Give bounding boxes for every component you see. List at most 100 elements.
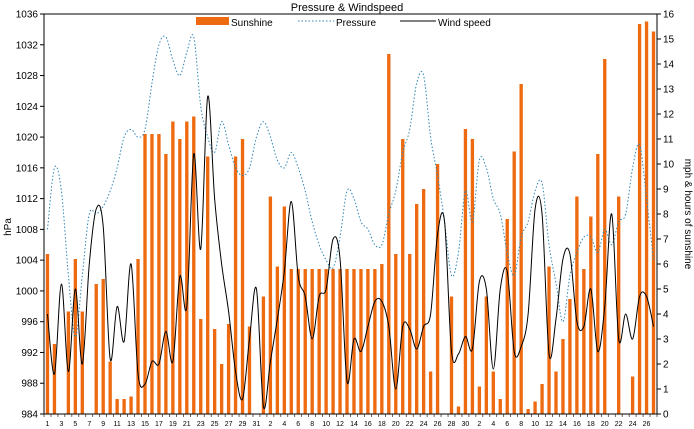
sunshine-bar: [596, 154, 600, 414]
sunshine-bar: [415, 204, 419, 414]
x-tick-label: 22: [406, 421, 414, 428]
sunshine-bar: [651, 31, 656, 414]
x-tick-label: 11: [114, 421, 121, 428]
x-tick-label: 27: [225, 421, 233, 428]
sunshine-bar: [533, 401, 537, 414]
sunshine-bar: [477, 386, 482, 414]
sunshine-bar: [345, 269, 349, 414]
sunshine-bar: [484, 296, 488, 414]
sunshine-bar: [603, 59, 607, 414]
y-right-tick-label: 0: [663, 410, 669, 421]
y-right-tick-label: 9: [663, 185, 669, 196]
x-tick-label: 20: [601, 421, 609, 428]
sunshine-bar: [352, 269, 356, 414]
sunshine-bar: [164, 154, 168, 414]
sunshine-bar: [512, 151, 516, 414]
sunshine-bar: [122, 399, 126, 414]
sunshine-bar: [505, 219, 509, 414]
x-tick-label: 29: [239, 421, 247, 428]
x-tick-label: 10: [531, 421, 539, 428]
sunshine-bar: [73, 259, 78, 414]
y-left-tick-label: 984: [21, 410, 38, 421]
axes: 9849889929961000100410081012101610201024…: [16, 10, 675, 429]
y-right-tick-label: 4: [663, 310, 669, 321]
sunshine-bar: [324, 269, 328, 414]
y-right-tick-label: 5: [663, 285, 669, 296]
sunshine-bar: [233, 156, 238, 414]
x-tick-label: 24: [420, 421, 428, 428]
legend: Sunshine Pressure Wind speed: [196, 17, 491, 29]
x-tick-label: 24: [629, 421, 637, 428]
sunshine-bar: [240, 139, 245, 414]
sunshine-bar: [561, 339, 565, 414]
sunshine-bar: [380, 264, 384, 414]
y-right-tick-label: 12: [663, 110, 675, 121]
sunshine-bar: [275, 266, 280, 414]
sunshine-bar: [143, 134, 147, 414]
y-right-tick-label: 16: [663, 10, 675, 21]
y-right-tick-label: 1: [663, 385, 669, 396]
y-right-tick-label: 13: [663, 85, 675, 96]
y-right-tick-label: 8: [663, 210, 669, 221]
x-tick-label: 3: [59, 421, 63, 428]
y-right-tick-label: 14: [663, 60, 675, 71]
sunshine-bar: [373, 269, 377, 414]
sunshine-bar: [66, 311, 71, 414]
sunshine-bar: [219, 364, 224, 414]
x-tick-label: 26: [434, 421, 442, 428]
x-tick-label: 2: [477, 421, 481, 428]
sunshine-bar: [310, 269, 314, 414]
y-left-tick-label: 1020: [16, 133, 39, 144]
x-tick-label: 26: [643, 421, 651, 428]
x-tick-label: 23: [197, 421, 205, 428]
sunshine-bar: [45, 254, 50, 414]
sunshine-bar: [206, 156, 210, 414]
sunshine-bar: [582, 269, 586, 414]
sunshine-bar: [387, 54, 391, 414]
sunshine-bar: [408, 254, 412, 414]
y-left-tick-label: 988: [21, 379, 38, 390]
plot-area: [45, 21, 656, 414]
x-tick-label: 12: [545, 421, 553, 428]
sunshine-bar: [331, 269, 335, 414]
x-tick-label: 22: [615, 421, 623, 428]
y-right-axis-label: mph & hours of sunshine: [682, 159, 693, 270]
sunshine-bar: [108, 361, 112, 414]
sunshine-bar: [547, 266, 551, 414]
sunshine-bar: [52, 344, 57, 414]
sunshine-bar: [289, 269, 293, 414]
x-tick-label: 6: [296, 421, 300, 428]
sunshine-bar: [630, 376, 635, 414]
x-tick-label: 31: [253, 421, 261, 428]
sunshine-bar: [568, 299, 572, 414]
sunshine-bar: [421, 189, 426, 414]
sunshine-bar: [491, 371, 495, 414]
sunshine-bar: [157, 134, 161, 414]
y-left-tick-label: 1032: [16, 40, 39, 51]
sunshine-bar: [129, 396, 133, 414]
pressure-line: [46, 34, 655, 338]
y-right-tick-label: 2: [663, 360, 669, 371]
y-left-tick-label: 1028: [16, 71, 39, 82]
x-tick-label: 4: [491, 421, 495, 428]
sunshine-bar: [617, 196, 621, 414]
x-tick-label: 15: [141, 421, 149, 428]
sunshine-bar: [554, 371, 558, 414]
x-tick-label: 13: [127, 421, 135, 428]
sunshine-bar: [268, 196, 273, 414]
y-left-tick-label: 996: [21, 317, 38, 328]
y-right-tick-label: 3: [663, 335, 669, 346]
sunshine-bar: [589, 216, 593, 414]
y-right-tick-label: 7: [663, 235, 669, 246]
x-tick-label: 12: [336, 421, 344, 428]
sunshine-bar: [428, 371, 433, 414]
x-tick-label: 19: [169, 421, 177, 428]
x-tick-label: 2: [268, 421, 272, 428]
sunshine-bar: [185, 121, 189, 414]
sunshine-bar: [171, 121, 175, 414]
sunshine-bar: [199, 319, 203, 414]
sunshine-bar: [366, 269, 370, 414]
sunshine-bar: [519, 84, 523, 414]
sunshine-bar: [456, 406, 461, 414]
y-left-axis-label: hPa: [3, 218, 14, 236]
